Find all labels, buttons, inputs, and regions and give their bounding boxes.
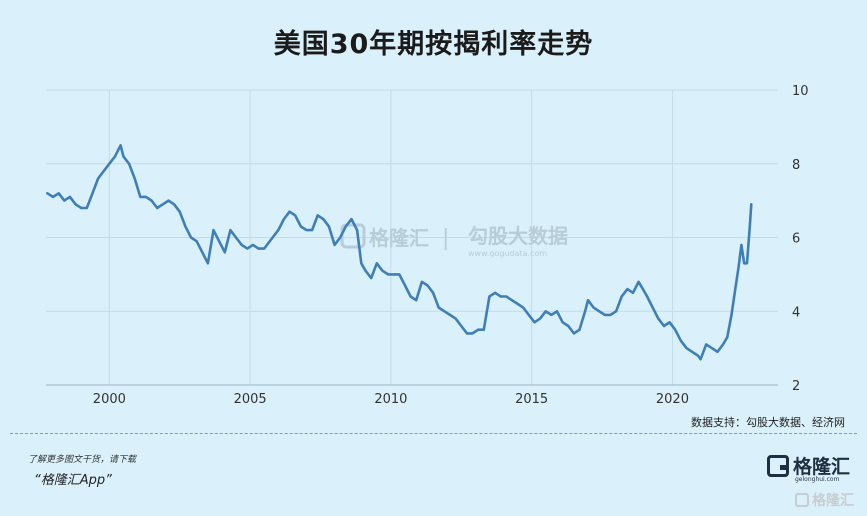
brand-url: gelonghui.com bbox=[795, 476, 840, 483]
source-note: 数据支持：勾股大数据、经济网 bbox=[691, 416, 845, 429]
footer-divider bbox=[10, 433, 857, 434]
footer-cta: 了解更多图文干货，请下载 bbox=[28, 455, 137, 465]
x-tick-label: 2000 bbox=[93, 392, 126, 407]
y-tick-label: 8 bbox=[792, 158, 800, 173]
x-tick-label: 2020 bbox=[656, 392, 689, 407]
watermark-text: 勾股大数据 bbox=[468, 224, 568, 248]
corner-watermark: 格隆汇 bbox=[795, 490, 854, 510]
y-tick-label: 6 bbox=[792, 232, 800, 247]
x-tick-label: 2005 bbox=[234, 392, 267, 407]
y-tick-label: 2 bbox=[792, 379, 800, 394]
chart-title: 美国30年期按揭利率走势 bbox=[273, 29, 594, 60]
brand-logo: 格隆汇 bbox=[767, 452, 850, 479]
mortgage-rate-line bbox=[46, 144, 753, 361]
brand-logo-icon bbox=[767, 454, 789, 477]
corner-logo-icon bbox=[795, 493, 809, 507]
watermark: 格隆汇 | 勾股大数据 www.gogudata.com bbox=[340, 223, 568, 258]
corner-brand: 格隆汇 bbox=[812, 493, 854, 509]
x-tick-label: 2010 bbox=[374, 392, 407, 407]
brand-name: 格隆汇 bbox=[793, 456, 851, 478]
y-tick-label: 10 bbox=[792, 84, 809, 99]
y-tick-label: 4 bbox=[792, 305, 800, 320]
series bbox=[46, 144, 753, 361]
watermark-brand: 格隆汇 bbox=[369, 226, 429, 250]
axes: 2 4 6 8 10 2000 2005 2010 2015 2020 bbox=[46, 84, 809, 407]
watermark-url: www.gogudata.com bbox=[468, 249, 547, 258]
watermark-divider: | bbox=[442, 226, 449, 251]
x-tick-label: 2015 bbox=[515, 392, 548, 407]
footer-app-name: “格隆汇App” bbox=[34, 473, 112, 488]
